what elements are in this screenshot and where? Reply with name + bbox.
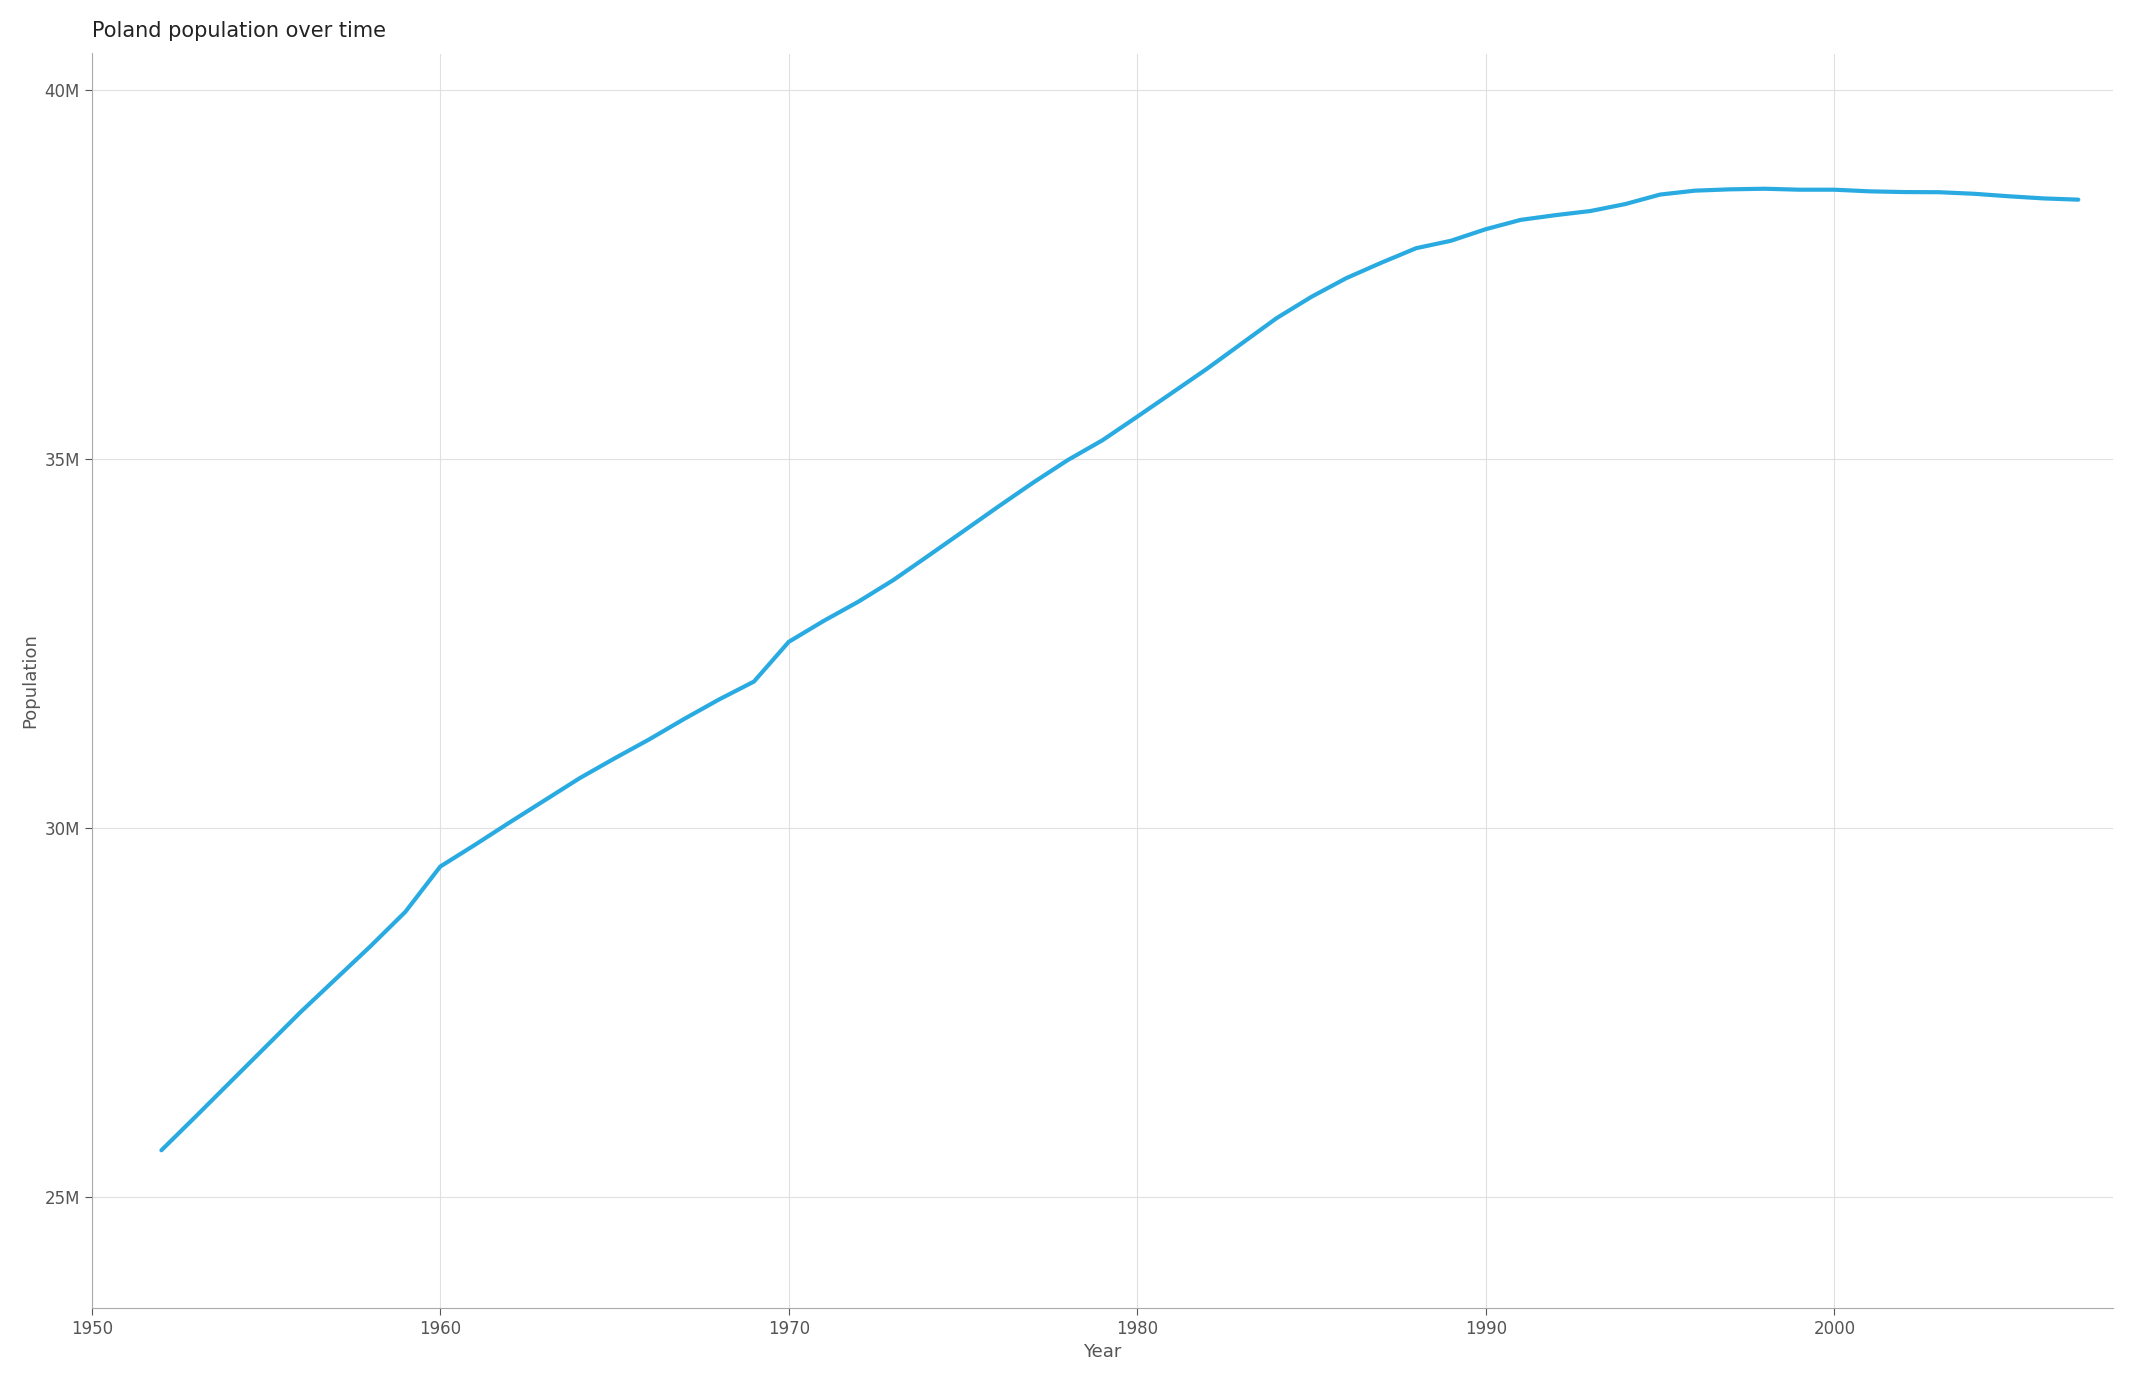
Text: Poland population over time: Poland population over time [92,21,386,41]
Y-axis label: Population: Population [21,633,38,728]
X-axis label: Year: Year [1084,1343,1122,1361]
